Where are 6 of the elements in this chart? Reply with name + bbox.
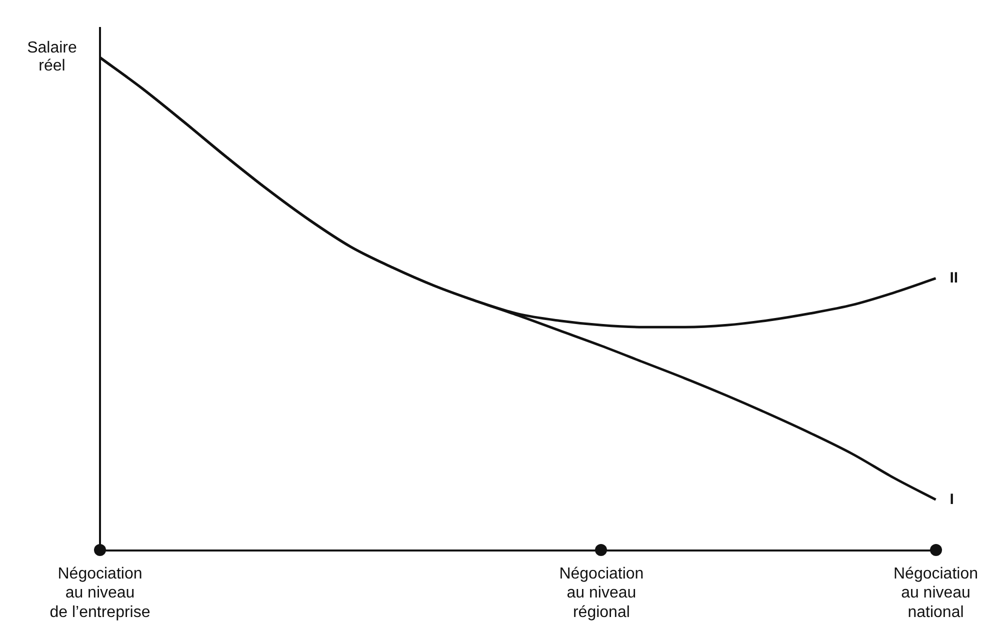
x-tick-label: Négociation au niveau de l’entreprise bbox=[50, 565, 150, 621]
series-label: II bbox=[950, 270, 958, 286]
y-axis-title: Salaire réel bbox=[27, 39, 77, 74]
x-tick-label: Négociation au niveau national bbox=[894, 565, 978, 621]
series-label: I bbox=[950, 490, 954, 508]
x-tick-label: Négociation au niveau régional bbox=[559, 565, 644, 621]
